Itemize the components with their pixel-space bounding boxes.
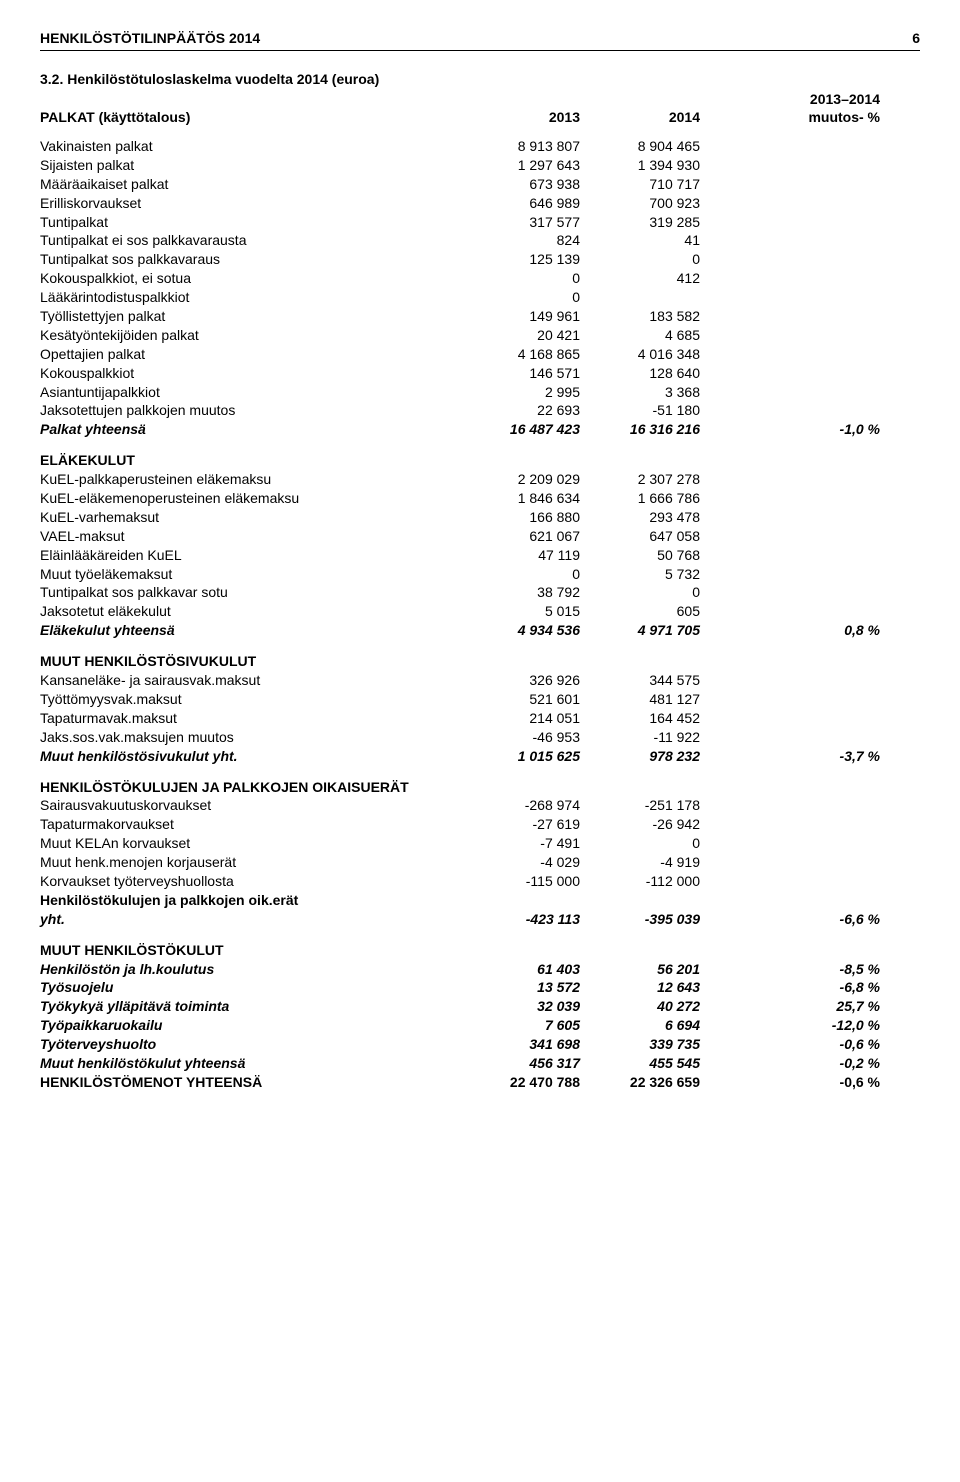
- oikaisu-head: HENKILÖSTÖKULUJEN JA PALKKOJEN OIKAISUER…: [40, 778, 460, 797]
- table-row: Kokouspalkkiot146 571128 640: [40, 364, 920, 383]
- table-row: Tuntipalkat ei sos palkkavarausta82441: [40, 231, 920, 250]
- table-row: KuEL-eläkemenoperusteinen eläkemaksu1 84…: [40, 489, 920, 508]
- table-row: Korvaukset työterveyshuollosta-115 000-1…: [40, 872, 920, 891]
- table-row: Tuntipalkat317 577319 285: [40, 213, 920, 232]
- muutkulut-total: Muut henkilöstökulut yhteensä 456 317 45…: [40, 1054, 920, 1073]
- table-row: Jaks.sos.vak.maksujen muutos-46 953-11 9…: [40, 728, 920, 747]
- page-number: 6: [912, 30, 920, 46]
- table-row: Työkykyä ylläpitävä toiminta32 03940 272…: [40, 997, 920, 1016]
- table-row: Tapaturmakorvaukset-27 619-26 942: [40, 815, 920, 834]
- table-row: Työttömyysvak.maksut521 601481 127: [40, 690, 920, 709]
- table-row: Tapaturmavak.maksut214 051164 452: [40, 709, 920, 728]
- col-label-y1: 2013: [460, 109, 580, 125]
- table-row: Kokouspalkkiot, ei sotua0412: [40, 269, 920, 288]
- table-row: Vakinaisten palkat8 913 8078 904 465: [40, 137, 920, 156]
- table-row: Tuntipalkat sos palkkavar sotu38 7920: [40, 583, 920, 602]
- column-header-top: 2013–2014: [40, 91, 920, 107]
- change-label-bot: muutos- %: [700, 109, 920, 125]
- table-row: Henkilöstön ja lh.koulutus61 40356 201-8…: [40, 960, 920, 979]
- table-row: Työpaikkaruokailu7 6056 694-12,0 %: [40, 1016, 920, 1035]
- elake-total: Eläkekulut yhteensä 4 934 536 4 971 705 …: [40, 621, 920, 640]
- table-row: Muut henk.menojen korjauserät-4 029-4 91…: [40, 853, 920, 872]
- col-label-left: PALKAT (käyttötalous): [40, 109, 460, 125]
- table-row: Työsuojelu13 57212 643-6,8 %: [40, 978, 920, 997]
- table-row: Jaksotettujen palkkojen muutos22 693-51 …: [40, 401, 920, 420]
- table-row: Työllistettyjen palkat149 961183 582: [40, 307, 920, 326]
- table-row: KuEL-palkkaperusteinen eläkemaksu2 209 0…: [40, 470, 920, 489]
- table-row: Kesätyöntekijöiden palkat20 4214 685: [40, 326, 920, 345]
- elake-head: ELÄKEKULUT: [40, 451, 460, 470]
- table-row: Tuntipalkat sos palkkavaraus125 1390: [40, 250, 920, 269]
- oikaisu-sublabel: Henkilöstökulujen ja palkkojen oik.erät: [40, 891, 920, 910]
- group-muut-kulut: MUUT HENKILÖSTÖKULUT Henkilöstön ja lh.k…: [40, 941, 920, 1092]
- muutsivu-total: Muut henkilöstösivukulut yht. 1 015 625 …: [40, 747, 920, 766]
- table-row: Opettajien palkat4 168 8654 016 348: [40, 345, 920, 364]
- table-row: Muut KELAn korvaukset-7 4910: [40, 834, 920, 853]
- change-label-top: 2013–2014: [700, 91, 920, 107]
- muutsivu-head: MUUT HENKILÖSTÖSIVUKULUT: [40, 652, 460, 671]
- palkat-total: Palkat yhteensä 16 487 423 16 316 216 -1…: [40, 420, 920, 439]
- table-row: Sijaisten palkat1 297 6431 394 930: [40, 156, 920, 175]
- table-row: Lääkärintodistuspalkkiot0: [40, 288, 920, 307]
- table-row: Määräaikaiset palkat673 938710 717: [40, 175, 920, 194]
- col-label-y2: 2014: [580, 109, 700, 125]
- table-row: KuEL-varhemaksut166 880293 478: [40, 508, 920, 527]
- grand-total: HENKILÖSTÖMENOT YHTEENSÄ 22 470 788 22 3…: [40, 1073, 920, 1092]
- column-header: PALKAT (käyttötalous) 2013 2014 muutos- …: [40, 109, 920, 125]
- table-row: Erilliskorvaukset646 989700 923: [40, 194, 920, 213]
- group-palkat: Vakinaisten palkat8 913 8078 904 465Sija…: [40, 137, 920, 439]
- table-row: Eläinlääkäreiden KuEL47 11950 768: [40, 546, 920, 565]
- doc-title: HENKILÖSTÖTILINPÄÄTÖS 2014: [40, 30, 260, 46]
- section-title: 3.2. Henkilöstötuloslaskelma vuodelta 20…: [40, 71, 920, 87]
- oikaisu-total: yht. -423 113 -395 039 -6,6 %: [40, 910, 920, 929]
- page-header: HENKILÖSTÖTILINPÄÄTÖS 2014 6: [40, 30, 920, 51]
- table-row: VAEL-maksut621 067647 058: [40, 527, 920, 546]
- table-row: Jaksotetut eläkekulut5 015605: [40, 602, 920, 621]
- group-muut-sivukulut: MUUT HENKILÖSTÖSIVUKULUT Kansaneläke- ja…: [40, 652, 920, 765]
- table-row: Sairausvakuutuskorvaukset-268 974-251 17…: [40, 796, 920, 815]
- muutkulut-head: MUUT HENKILÖSTÖKULUT: [40, 941, 460, 960]
- group-oikaisu: HENKILÖSTÖKULUJEN JA PALKKOJEN OIKAISUER…: [40, 778, 920, 929]
- table-row: Kansaneläke- ja sairausvak.maksut326 926…: [40, 671, 920, 690]
- group-elakekulut: ELÄKEKULUT KuEL-palkkaperusteinen eläkem…: [40, 451, 920, 640]
- table-row: Asiantuntijapalkkiot2 9953 368: [40, 383, 920, 402]
- table-row: Työterveyshuolto341 698339 735-0,6 %: [40, 1035, 920, 1054]
- table-row: Muut työeläkemaksut05 732: [40, 565, 920, 584]
